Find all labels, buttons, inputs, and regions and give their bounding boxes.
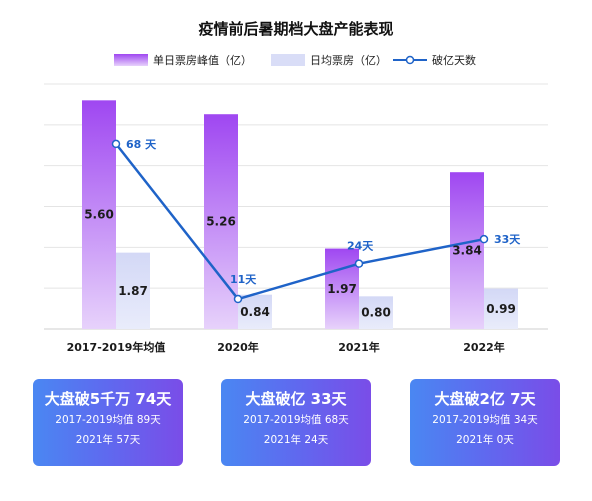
bar-peak bbox=[82, 100, 116, 329]
bar-peak bbox=[325, 248, 359, 329]
bar-peak-value: 5.60 bbox=[84, 208, 114, 222]
category-label: 2022年 bbox=[463, 340, 505, 354]
days-label: 68 天 bbox=[126, 138, 157, 151]
legend-swatch-avg bbox=[271, 54, 305, 66]
bar-average-value: 0.80 bbox=[361, 306, 391, 320]
category-label: 2021年 bbox=[338, 340, 380, 354]
days-point bbox=[354, 259, 364, 268]
summary-card-title: 大盘破亿 33天 bbox=[245, 390, 347, 408]
bar-average-value: 0.84 bbox=[240, 305, 270, 319]
bar-peak bbox=[450, 172, 484, 329]
legend-swatch-peak bbox=[114, 54, 148, 66]
summary-card-line: 2017-2019均值 68天 bbox=[243, 414, 349, 426]
summary-card-1yi: 大盘破亿 33天 2017-2019均值 68天 2021年 24天 bbox=[221, 379, 371, 466]
chart: 疫情前后暑期档大盘产能表现 单日票房峰值（亿） 日均票房（亿） 破亿天数 5.6… bbox=[44, 20, 548, 354]
data-labels: 5.60 1.87 5.26 0.84 1.97 0.80 3.84 0.99 68 天 11天 2… bbox=[84, 138, 521, 320]
days-point bbox=[111, 139, 121, 149]
legend-label-peak: 单日票房峰值（亿） bbox=[153, 54, 252, 67]
summary-card-title: 大盘破5千万 74天 bbox=[44, 390, 172, 408]
bar-average bbox=[484, 288, 518, 329]
bar-average-value: 1.87 bbox=[118, 284, 148, 298]
days-line-path bbox=[115, 143, 485, 301]
summary-card-line: 2021年 57天 bbox=[75, 434, 141, 446]
summary-card-line: 2021年 24天 bbox=[263, 434, 329, 446]
summary-card-title: 大盘破2亿 7天 bbox=[434, 390, 536, 408]
legend-label-avg: 日均票房（亿） bbox=[310, 54, 387, 67]
legend-line-marker bbox=[405, 55, 415, 65]
days-point bbox=[479, 234, 489, 244]
bar-average bbox=[116, 252, 150, 329]
days-point bbox=[233, 294, 243, 304]
bars bbox=[82, 100, 518, 329]
days-label: 33天 bbox=[494, 233, 521, 246]
bar-average bbox=[238, 294, 272, 329]
legend-label-days: 破亿天数 bbox=[432, 53, 476, 67]
legend: 单日票房峰值（亿） 日均票房（亿） 破亿天数 bbox=[114, 53, 476, 67]
summary-card-5000w: 大盘破5千万 74天 2017-2019均值 89天 2021年 57天 bbox=[33, 379, 183, 466]
category-labels: 2017-2019年均值 2020年 2021年 2022年 bbox=[67, 340, 505, 354]
summary-card-line: 2017-2019均值 89天 bbox=[55, 414, 161, 426]
bar-peak-value: 1.97 bbox=[327, 282, 357, 296]
bar-peak-value: 3.84 bbox=[452, 244, 482, 258]
category-label: 2020年 bbox=[217, 340, 259, 354]
days-line bbox=[111, 139, 489, 304]
summary-card-2yi: 大盘破2亿 7天 2017-2019均值 34天 2021年 0天 bbox=[410, 379, 560, 466]
bar-peak-value: 5.26 bbox=[206, 215, 236, 229]
bar-average-value: 0.99 bbox=[486, 302, 516, 316]
category-label: 2017-2019年均值 bbox=[67, 340, 166, 354]
summary-card-line: 2017-2019均值 34天 bbox=[432, 414, 538, 426]
chart-title: 疫情前后暑期档大盘产能表现 bbox=[198, 20, 393, 38]
bar-average bbox=[359, 296, 393, 329]
summary-card-line: 2021年 0天 bbox=[456, 434, 514, 446]
days-label: 24天 bbox=[347, 240, 374, 253]
days-label: 11天 bbox=[230, 273, 257, 286]
